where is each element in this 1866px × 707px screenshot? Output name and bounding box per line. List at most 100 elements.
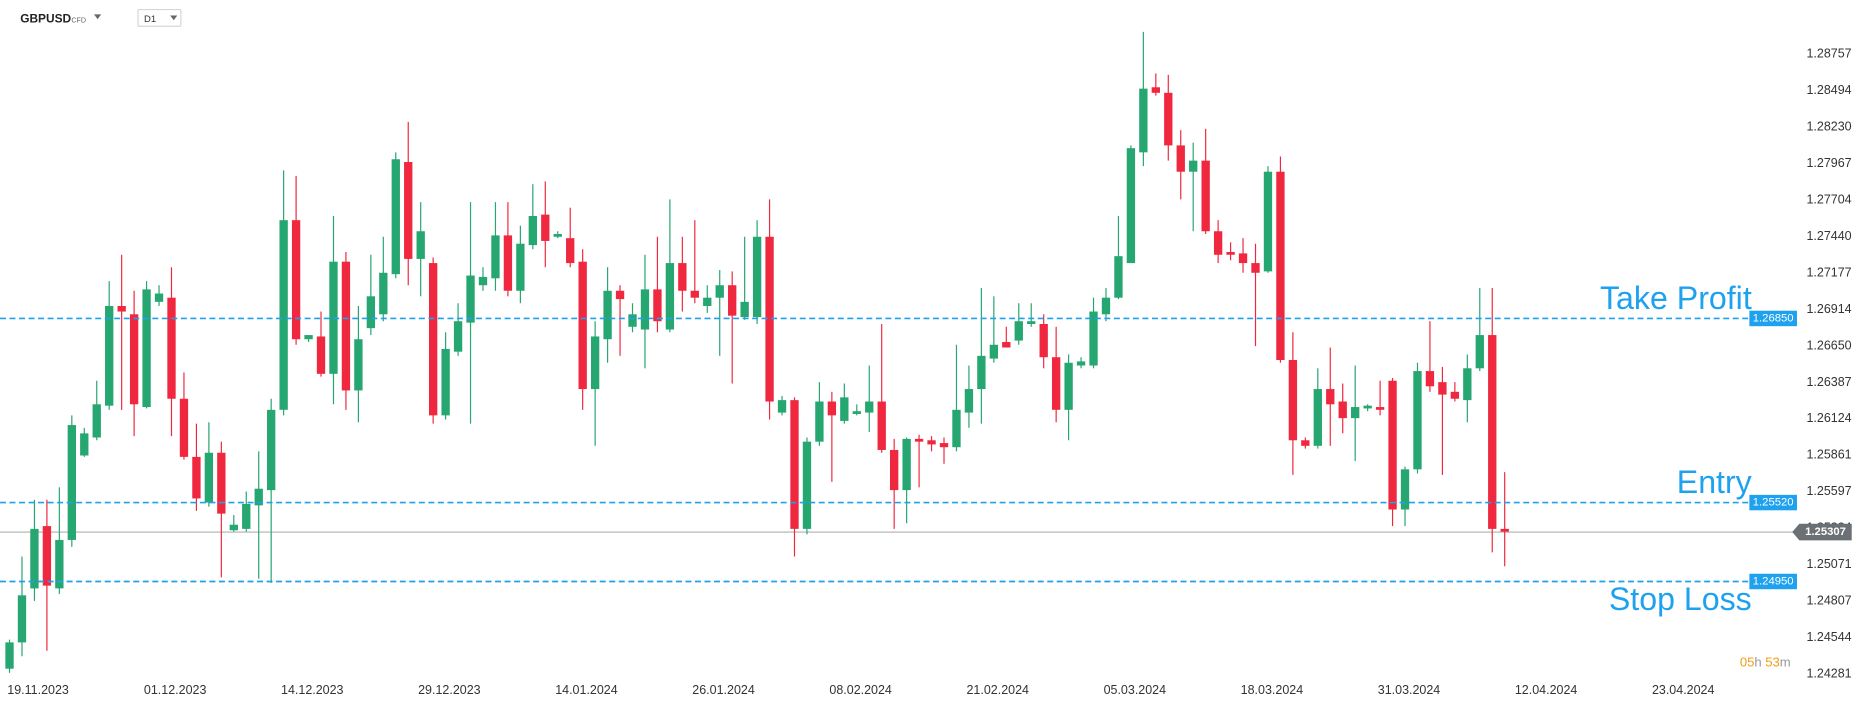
symbol-dropdown[interactable]: [94, 14, 102, 20]
symbol[interactable]: GBPUSD: [20, 12, 71, 26]
candle-body: [254, 488, 263, 506]
candle-body: [952, 409, 961, 448]
candle-body: [404, 162, 413, 259]
candle-body: [67, 425, 76, 540]
candle-body: [1500, 528, 1509, 532]
candle-body: [154, 293, 164, 302]
candle-body: [316, 336, 326, 374]
candle-body: [1363, 405, 1372, 409]
candle-body: [1488, 335, 1497, 529]
candle-body: [80, 433, 89, 456]
candle-body: [516, 243, 525, 291]
y-tick-label: 1.27440: [1806, 229, 1851, 243]
timer-minutes: 53: [1765, 654, 1780, 669]
level-value-label: 1.26850: [1753, 312, 1794, 324]
candle-body: [478, 276, 488, 286]
candle-body: [802, 441, 812, 529]
toolbar: GBPUSD CFD D1: [20, 8, 182, 27]
candle-body: [977, 355, 986, 390]
timeframe-dropdown: [170, 15, 178, 21]
candle-body: [1051, 357, 1061, 410]
x-tick-label: 18.03.2024: [1241, 683, 1304, 697]
candle-body: [1450, 391, 1460, 399]
candle-body: [939, 443, 949, 448]
candle-body: [366, 296, 376, 329]
candle-body: [291, 220, 301, 340]
y-tick-label: 1.26650: [1806, 338, 1851, 352]
candle-body: [1076, 361, 1086, 366]
instrument-type: CFD: [71, 17, 86, 25]
candle-body: [1351, 407, 1360, 419]
candle-body: [17, 595, 27, 643]
candle-body: [1326, 389, 1335, 405]
y-tick-label: 1.26387: [1806, 375, 1851, 389]
candle-body: [528, 216, 537, 246]
candle-body: [1338, 401, 1347, 419]
candle-body: [1089, 311, 1098, 366]
candle-body: [1151, 87, 1160, 93]
candle-body: [914, 438, 924, 442]
candle-body: [590, 336, 600, 390]
candle-body: [1375, 407, 1385, 410]
candle-body: [55, 539, 64, 589]
candle-body: [1438, 382, 1447, 395]
y-tick-label: 1.26914: [1806, 302, 1851, 316]
candle-body: [852, 411, 861, 414]
candle-body: [890, 449, 899, 491]
y-tick-label: 1.25071: [1806, 557, 1851, 571]
candle-body: [503, 235, 513, 291]
candle-body: [1301, 440, 1310, 446]
candle-body: [964, 389, 974, 413]
candle-body: [416, 231, 425, 259]
y-tick-label: 1.24807: [1806, 594, 1851, 608]
y-tick-label: 1.24281: [1806, 666, 1851, 680]
candle-body: [740, 301, 749, 318]
candle-body: [752, 236, 762, 318]
current-price-label: 1.25307: [1805, 526, 1846, 538]
candle-body: [1114, 256, 1123, 298]
candle-body: [1388, 380, 1397, 510]
x-tick-label: 29.12.2023: [418, 683, 481, 697]
timer-hours: 05: [1740, 654, 1755, 669]
candle-body: [578, 261, 587, 390]
x-tick-label: 14.01.2024: [555, 683, 618, 697]
candle-body: [1189, 160, 1198, 172]
candle-body: [1313, 389, 1322, 446]
candle-body: [5, 642, 14, 669]
level-value-label: 1.25520: [1753, 497, 1794, 509]
y-tick-label: 1.28757: [1806, 47, 1851, 61]
candle-body: [1251, 263, 1260, 273]
candle-body: [840, 397, 849, 421]
candle-body: [30, 528, 39, 589]
candle-body: [304, 335, 313, 340]
candle-body: [790, 400, 799, 529]
timeframe-select[interactable]: [137, 8, 182, 27]
current-price-tag: [1792, 523, 1852, 541]
candle-body: [989, 344, 999, 359]
candle-body: [1226, 252, 1235, 255]
candle-body: [192, 456, 201, 499]
x-tick-label: 31.03.2024: [1378, 683, 1441, 697]
candle-body: [1101, 297, 1111, 315]
candle-body: [279, 220, 288, 410]
y-tick-label: 1.28230: [1806, 120, 1851, 134]
candle-body: [690, 290, 699, 298]
candle-body: [441, 348, 450, 416]
timer-minutes-unit: m: [1780, 654, 1791, 669]
candle-body: [167, 297, 176, 399]
candle-body: [242, 503, 251, 529]
candle-body: [428, 263, 438, 416]
candle-body: [715, 285, 724, 298]
timer-hours-unit: h: [1754, 654, 1761, 669]
candles: [5, 31, 1509, 673]
candle-body: [566, 238, 575, 264]
candle-body: [927, 440, 936, 445]
candle-body: [1039, 323, 1048, 358]
candle-body: [217, 452, 226, 514]
level-value-label: 1.24950: [1753, 575, 1794, 587]
candle-body: [1288, 359, 1298, 441]
candle-body: [827, 401, 837, 416]
x-tick-label: 19.11.2023: [7, 683, 69, 697]
candle-body: [815, 401, 824, 442]
candle-body: [653, 289, 662, 322]
